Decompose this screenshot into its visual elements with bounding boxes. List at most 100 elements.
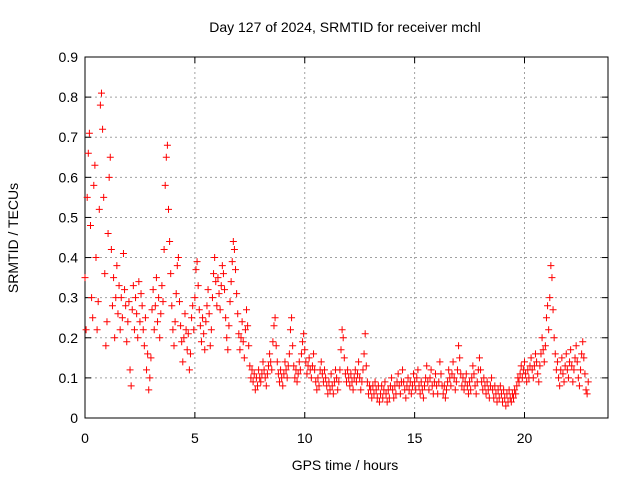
data-point <box>193 258 201 266</box>
data-point <box>553 358 561 366</box>
data-point <box>267 358 275 366</box>
data-point <box>349 386 357 394</box>
data-point <box>219 270 227 278</box>
data-point <box>412 386 420 394</box>
data-point <box>177 322 185 330</box>
data-point <box>152 274 160 282</box>
data-point <box>362 362 370 370</box>
data-point <box>89 314 97 322</box>
data-point <box>268 366 276 374</box>
data-point <box>294 370 302 378</box>
data-point <box>113 262 121 270</box>
data-point <box>263 370 271 378</box>
data-point <box>522 370 530 378</box>
data-point <box>513 382 521 390</box>
data-point <box>355 358 363 366</box>
data-point <box>544 302 552 310</box>
data-point <box>340 354 348 362</box>
data-point <box>202 318 210 326</box>
data-point <box>121 286 129 294</box>
data-point <box>227 278 235 286</box>
data-point <box>399 366 407 374</box>
x-tick-label: 5 <box>191 430 199 446</box>
data-point <box>145 386 153 394</box>
data-point <box>318 370 326 378</box>
data-point <box>226 298 234 306</box>
data-point <box>360 350 368 358</box>
data-point <box>419 394 427 402</box>
data-point <box>101 270 109 278</box>
data-point <box>197 338 205 346</box>
data-point <box>511 386 519 394</box>
data-point <box>533 358 541 366</box>
data-point <box>546 294 554 302</box>
data-point <box>229 238 237 246</box>
data-point <box>482 390 490 398</box>
data-point <box>536 362 544 370</box>
data-point <box>122 302 130 310</box>
data-point <box>363 378 371 386</box>
data-point <box>225 322 233 330</box>
data-point <box>370 390 378 398</box>
data-point <box>472 390 480 398</box>
data-point <box>146 374 154 382</box>
data-point <box>125 298 133 306</box>
x-tick-label: 10 <box>297 430 313 446</box>
data-point <box>573 358 581 366</box>
data-point <box>512 390 520 398</box>
data-point <box>199 314 207 322</box>
data-point <box>81 274 89 282</box>
y-tick-label: 0.3 <box>59 290 79 306</box>
data-point <box>558 354 566 362</box>
data-point <box>581 370 589 378</box>
data-point <box>158 282 166 290</box>
data-point <box>94 298 102 306</box>
data-point <box>572 342 580 350</box>
y-tick-label: 0.4 <box>59 250 79 266</box>
y-tick-label: 0.1 <box>59 370 79 386</box>
data-point <box>236 346 244 354</box>
data-point <box>523 378 531 386</box>
data-point <box>413 374 421 382</box>
data-point <box>447 382 455 390</box>
data-point <box>96 101 104 109</box>
data-point <box>95 205 103 213</box>
data-point <box>307 374 315 382</box>
chart-title: Day 127 of 2024, SRMTID for receiver mch… <box>209 19 481 35</box>
data-point <box>417 378 425 386</box>
data-point <box>104 229 112 237</box>
data-point <box>111 334 119 342</box>
data-point <box>117 294 125 302</box>
data-point <box>405 386 413 394</box>
data-point <box>480 374 488 382</box>
data-point <box>238 318 246 326</box>
data-point <box>305 354 313 362</box>
data-point <box>338 326 346 334</box>
data-point <box>408 382 416 390</box>
data-point <box>575 382 583 390</box>
data-point <box>570 366 578 374</box>
data-point <box>382 390 390 398</box>
data-point <box>178 338 186 346</box>
data-point <box>411 378 419 386</box>
data-point <box>436 358 444 366</box>
data-point <box>106 153 114 161</box>
data-point <box>151 302 159 310</box>
data-point <box>141 314 149 322</box>
data-point <box>559 370 567 378</box>
data-point <box>574 374 582 382</box>
data-point <box>301 346 309 354</box>
data-point <box>439 390 447 398</box>
data-point <box>571 354 579 362</box>
data-point <box>583 390 591 398</box>
data-point <box>260 366 268 374</box>
data-point <box>440 382 448 390</box>
data-point <box>203 302 211 310</box>
data-point <box>221 286 229 294</box>
y-tick-label: 0 <box>70 410 78 426</box>
data-point <box>463 382 471 390</box>
data-point <box>144 350 152 358</box>
data-point <box>421 382 429 390</box>
